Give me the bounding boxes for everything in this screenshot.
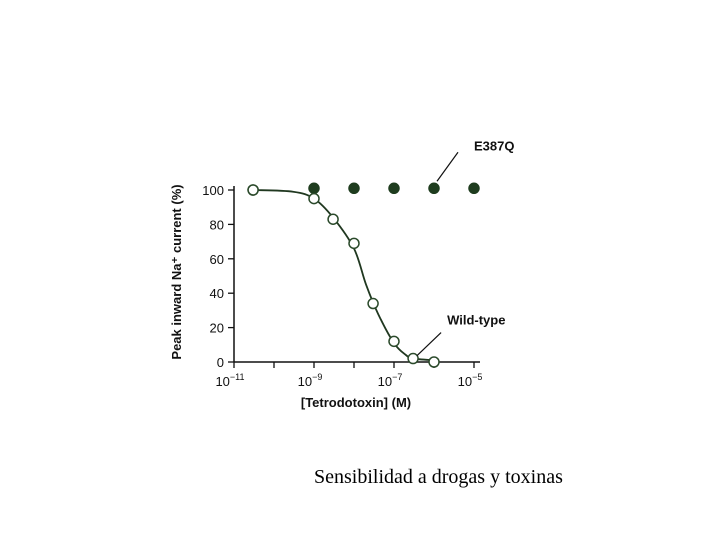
x-tick-label: 10−9 xyxy=(298,372,323,389)
wild-type-point xyxy=(388,335,400,348)
e387q-point xyxy=(388,182,400,195)
e387q-leader-line xyxy=(436,151,459,182)
wild-type-label: Wild-type xyxy=(447,313,505,328)
x-axis-title: [Tetrodotoxin] (M) xyxy=(301,395,411,410)
wild-type-point xyxy=(247,184,259,196)
y-ticks: 0 20 40 60 80 100 xyxy=(202,183,234,370)
series-points xyxy=(247,182,480,368)
e387q-point xyxy=(428,182,440,195)
wild-type-point xyxy=(308,192,320,205)
axes xyxy=(233,186,480,363)
y-tick-label: 40 xyxy=(210,286,224,301)
wild-type-point xyxy=(348,237,360,250)
e387q-point xyxy=(348,182,360,195)
y-tick-label: 60 xyxy=(210,252,224,267)
slide-caption: Sensibilidad a drogas y toxinas xyxy=(314,466,563,488)
wild-type-point xyxy=(407,352,419,365)
y-tick-label: 0 xyxy=(217,355,224,370)
wild-type-leader-line xyxy=(416,332,442,356)
wild-type-point xyxy=(428,356,440,368)
x-tick-label: 10−5 xyxy=(458,372,483,389)
wild-type-fit-curve xyxy=(253,189,435,362)
x-ticks: 10−11 10−9 10−7 10−5 xyxy=(215,362,482,389)
x-tick-label: 10−11 xyxy=(215,372,244,389)
e387q-point xyxy=(308,182,320,195)
y-axis-title: Peak inward Na⁺ current (%) xyxy=(169,184,184,359)
annotations: E387Q Wild-type xyxy=(416,138,514,356)
e387q-label: E387Q xyxy=(474,138,514,153)
x-tick-label: 10−7 xyxy=(378,372,403,389)
y-tick-label: 80 xyxy=(210,217,224,232)
wild-type-point xyxy=(327,213,339,225)
e387q-point xyxy=(468,182,480,195)
y-tick-label: 20 xyxy=(210,321,224,336)
y-tick-label: 100 xyxy=(202,183,224,198)
wild-type-point xyxy=(367,297,379,310)
